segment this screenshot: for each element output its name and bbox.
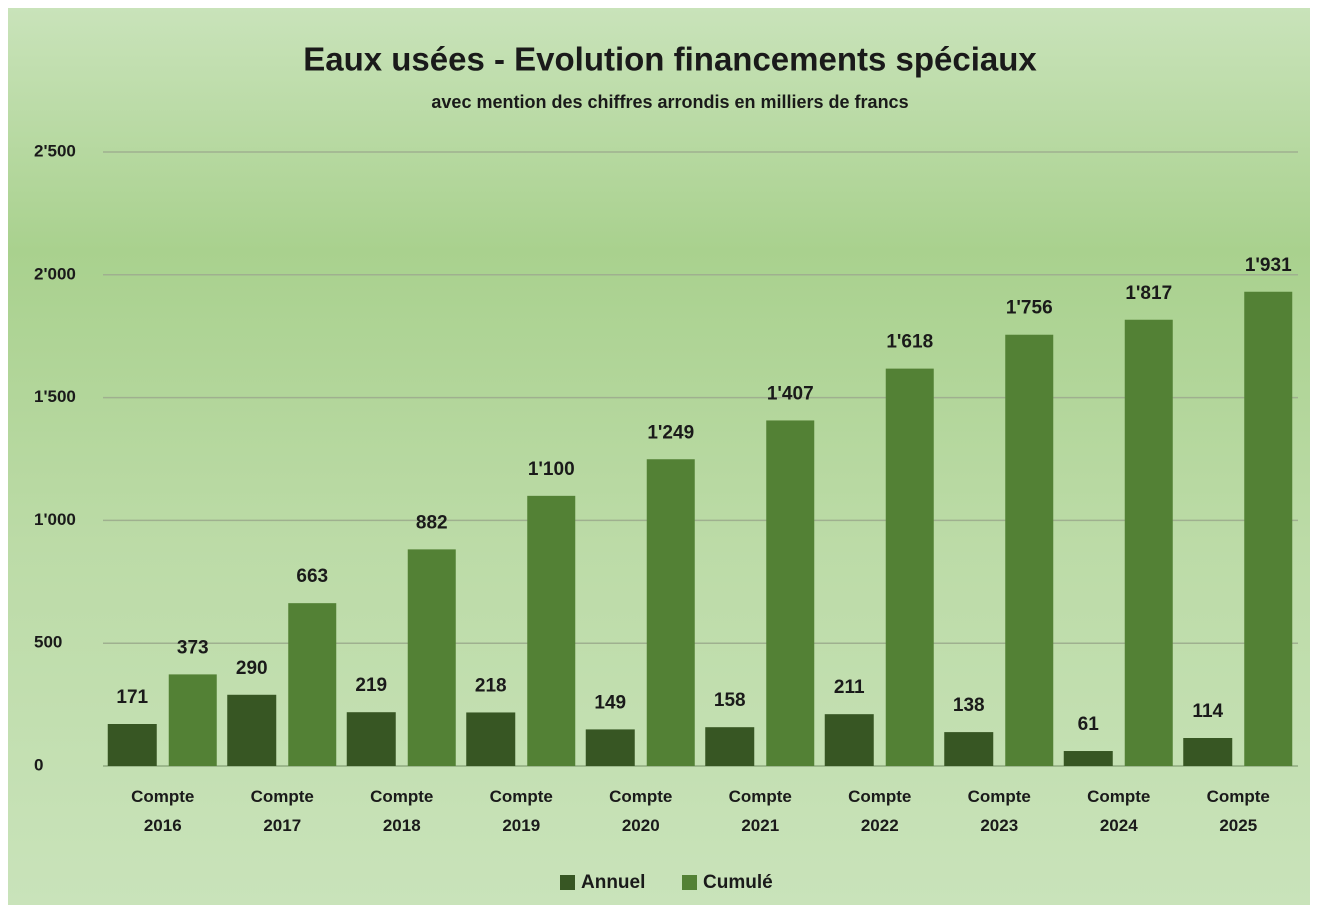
bar (885, 368, 934, 766)
x-tick-label: Compte 2016 (131, 787, 194, 835)
bar (1005, 334, 1054, 766)
bar (527, 495, 576, 766)
bar (766, 420, 815, 766)
data-label: 219 (355, 675, 387, 696)
y-tick-label: 500 (34, 633, 62, 652)
legend-swatch (560, 875, 575, 890)
legend-swatch (682, 875, 697, 890)
bar (1244, 291, 1293, 766)
y-tick-label: 0 (34, 755, 43, 774)
bar (1063, 751, 1113, 766)
bar (1183, 738, 1233, 766)
bar (346, 712, 396, 766)
chart-subtitle: avec mention des chiffres arrondis en mi… (431, 92, 908, 112)
data-label: 114 (1192, 701, 1223, 722)
x-tick-label: Compte 2017 (251, 787, 314, 835)
x-tick-label: Compte 2018 (370, 787, 433, 835)
bar (1124, 319, 1173, 766)
bar (227, 694, 277, 766)
data-label: 1'817 (1125, 283, 1172, 304)
bar (705, 727, 755, 766)
bar (585, 729, 635, 766)
bar (646, 459, 695, 766)
x-tick-label: Compte 2025 (1207, 787, 1270, 835)
data-label: 290 (236, 658, 268, 679)
data-label: 1'100 (528, 459, 575, 480)
data-label: 138 (953, 695, 985, 716)
chart-background (8, 8, 1310, 905)
bar (107, 724, 157, 766)
data-label: 1'931 (1245, 255, 1292, 276)
bar (288, 603, 337, 766)
data-label: 1'249 (647, 422, 694, 443)
y-tick-label: 2'500 (34, 141, 76, 160)
data-label: 1'407 (767, 383, 814, 404)
bar (824, 714, 874, 766)
chart-title: Eaux usées - Evolution financements spéc… (303, 41, 1037, 78)
x-tick-label: Compte 2020 (609, 787, 672, 835)
x-tick-label: Compte 2019 (490, 787, 553, 835)
data-label: 373 (177, 637, 209, 658)
y-tick-label: 1'500 (34, 387, 76, 406)
data-label: 1'618 (886, 332, 933, 353)
legend-label: Annuel (581, 872, 645, 893)
data-label: 61 (1078, 714, 1100, 735)
legend-label: Cumulé (703, 872, 773, 893)
y-tick-label: 1'000 (34, 510, 76, 529)
data-label: 211 (834, 677, 865, 698)
x-tick-label: Compte 2023 (968, 787, 1031, 835)
data-label: 218 (475, 675, 507, 696)
data-label: 882 (416, 512, 448, 533)
bar (944, 732, 994, 766)
data-label: 1'756 (1006, 298, 1053, 319)
x-tick-label: Compte 2022 (848, 787, 911, 835)
bar (466, 712, 516, 766)
x-tick-label: Compte 2024 (1087, 787, 1150, 835)
data-label: 158 (714, 690, 746, 711)
bar (168, 674, 217, 766)
data-label: 663 (296, 566, 328, 587)
x-tick-label: Compte 2021 (729, 787, 792, 835)
y-tick-label: 2'000 (34, 264, 76, 283)
bar (407, 549, 456, 766)
data-label: 149 (594, 692, 626, 713)
data-label: 171 (116, 687, 148, 708)
